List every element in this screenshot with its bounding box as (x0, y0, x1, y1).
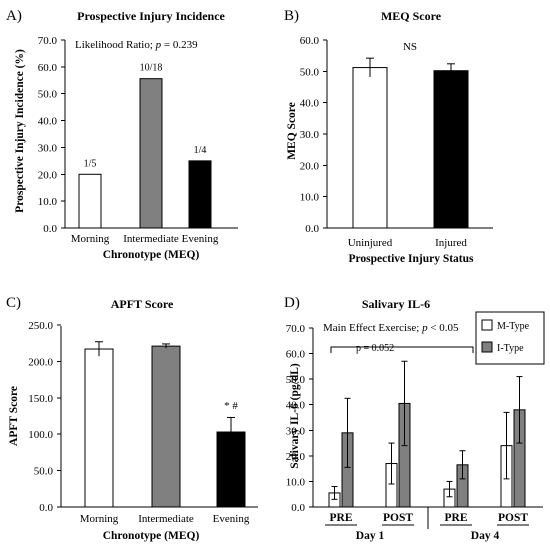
chart-c-xtick-label: Evening (213, 513, 250, 525)
chart-b-xtick-label: Uninjured (348, 237, 393, 249)
chart-a-ylabel: Prospective Injury Incidence (%) (14, 49, 26, 213)
chart-a-xtick-label: Morning (71, 233, 110, 245)
legend-swatch-i-type (481, 341, 493, 353)
chart-c-ytick-label: 200.0 (28, 356, 53, 368)
chart-a-ytick-label: 60.0 (38, 62, 58, 74)
chart-c-ylabel: APFT Score (8, 386, 20, 446)
chart-a-data-label: 10/18 (140, 63, 163, 74)
chart-d-bars (328, 402, 526, 508)
chart-c-xlabel: Chronotype (MEQ) (103, 530, 200, 542)
chart-c-ytick-label: 150.0 (28, 393, 53, 405)
panel-b-chart: B) MEQ Score NS MEQ Score Prospective In… (284, 8, 493, 265)
chart-b-xticks: Uninjured Injured (348, 237, 468, 249)
chart-d-ytick-label: 20.0 (286, 451, 306, 463)
chart-b-ytick-label: 50.0 (300, 66, 320, 78)
chart-d-error-bars (331, 360, 523, 500)
chart-a-bar-evening (188, 160, 212, 229)
chart-c-ytick-label: 100.0 (28, 429, 53, 441)
chart-c-xtick-label: Morning (80, 513, 119, 525)
chart-b-title: MEQ Score (381, 9, 442, 23)
legend-label-m-type: M-Type (497, 321, 530, 332)
chart-d-comparison-bracket (330, 346, 474, 353)
chart-b-ns-annotation: NS (403, 41, 417, 53)
chart-d-ytick-label: 70.0 (286, 323, 306, 335)
chart-c-yticks: 0.0 50.0 100.0 150.0 200.0 250.0 (28, 320, 61, 514)
chart-d-annotation: Main Effect Exercise; p < 0.05 (323, 322, 459, 334)
chart-c-significance: * # (224, 400, 238, 412)
chart-d-xtick-label: POST (383, 512, 413, 524)
chart-d-legend: M-Type I-Type (475, 311, 545, 365)
panel-label-c: C) (6, 295, 21, 311)
chart-c-xticks: Morning Intermediate Evening (80, 513, 250, 525)
chart-c-xtick-label: Intermediate (138, 513, 194, 525)
chart-a-data-label: 1/4 (194, 145, 207, 156)
chart-b-yticks: 0.0 10.0 20.0 30.0 40.0 50.0 60.0 (300, 35, 327, 235)
chart-b-bars (352, 67, 469, 229)
legend-label-i-type: I-Type (497, 343, 524, 354)
chart-a-annotation: Likelihood Ratio; p = 0.239 (75, 39, 198, 51)
panel-label-b: B) (284, 8, 299, 24)
chart-a-ytick-label: 0.0 (43, 223, 57, 235)
chart-c-bars (84, 345, 246, 508)
chart-c-title: APFT Score (111, 297, 174, 311)
chart-a-yticks: 0.0 10.0 20.0 30.0 40.0 50.0 60.0 70.0 (38, 35, 65, 235)
chart-b-ytick-label: 40.0 (300, 98, 320, 110)
chart-c-ytick-label: 50.0 (34, 466, 54, 478)
chart-d-yticks: 0.0 10.0 20.0 30.0 40.0 50.0 60.0 70.0 (286, 323, 313, 514)
chart-b-bar-uninjured (352, 67, 388, 229)
chart-d-ytick-label: 60.0 (286, 349, 306, 361)
chart-a-ytick-label: 10.0 (38, 196, 58, 208)
panel-a-chart: A) Prospective Injury Incidence Likeliho… (6, 8, 238, 261)
chart-a-xlabel: Chronotype (MEQ) (103, 249, 200, 261)
chart-d-title: Salivary IL-6 (362, 297, 430, 311)
chart-b-ytick-label: 10.0 (300, 192, 320, 204)
chart-a-data-label: 1/5 (84, 158, 97, 169)
chart-a-ytick-label: 20.0 (38, 169, 58, 181)
chart-b-ytick-label: 0.0 (305, 223, 319, 235)
chart-a-xticks: Morning Intermediate Evening (71, 233, 219, 245)
chart-b-ylabel: MEQ Score (286, 102, 298, 160)
chart-c-error-bars (95, 341, 235, 447)
chart-d-ytick-label: 10.0 (286, 476, 306, 488)
chart-a-bars: 1/5 10/18 1/4 (78, 63, 212, 229)
panel-d-chart: D) Salivary IL-6 Main Effect Exercise; p… (284, 295, 545, 542)
chart-d-bracket-label: p = 0.052 (356, 343, 394, 354)
panel-label-a: A) (6, 8, 22, 24)
chart-c-bar-morning (84, 348, 114, 508)
chart-b-xlabel: Prospective Injury Status (348, 253, 474, 265)
chart-a-ytick-label: 30.0 (38, 142, 58, 154)
chart-a-ytick-label: 70.0 (38, 35, 58, 47)
chart-a-bar-morning (78, 173, 102, 229)
chart-c-ytick-label: 0.0 (39, 502, 53, 514)
panel-label-d: D) (284, 295, 300, 311)
chart-a-xtick-label: Evening (182, 233, 219, 245)
chart-a-xtick-label: Intermediate (123, 233, 179, 245)
chart-b-ytick-label: 20.0 (300, 160, 320, 172)
chart-d-group-label-day1: Day 1 (356, 530, 385, 542)
chart-b-bar-injured (433, 70, 469, 229)
chart-b-ytick-label: 30.0 (300, 129, 320, 141)
chart-d-xticks: PRE POST PRE POST (325, 512, 529, 526)
chart-d-group-label-day4: Day 4 (471, 530, 500, 542)
chart-d-xtick-label: PRE (445, 512, 468, 524)
chart-a-ytick-label: 50.0 (38, 89, 58, 101)
chart-d-ytick-label: 0.0 (291, 502, 305, 514)
chart-d-ytick-label: 30.0 (286, 425, 306, 437)
legend-swatch-m-type (481, 319, 493, 331)
chart-a-title: Prospective Injury Incidence (77, 9, 225, 23)
panel-c-chart: C) APFT Score APFT Score Chronotype (MEQ… (6, 295, 258, 542)
chart-d-ytick-label: 40.0 (286, 400, 306, 412)
chart-b-ytick-label: 60.0 (300, 35, 320, 47)
chart-d-ylabel: Salivary IL-6 (pg/dL) (289, 363, 301, 469)
chart-a-ytick-label: 40.0 (38, 116, 58, 128)
chart-d-xtick-label: POST (498, 512, 528, 524)
chart-c-ytick-label: 250.0 (28, 320, 53, 332)
chart-a-bar-intermediate (139, 78, 163, 229)
chart-b-error-bars (366, 57, 455, 78)
chart-d-ytick-label: 50.0 (286, 374, 306, 386)
chart-b-xtick-label: Injured (435, 237, 467, 249)
chart-d-xtick-label: PRE (330, 512, 353, 524)
chart-c-bar-intermediate (151, 345, 181, 508)
